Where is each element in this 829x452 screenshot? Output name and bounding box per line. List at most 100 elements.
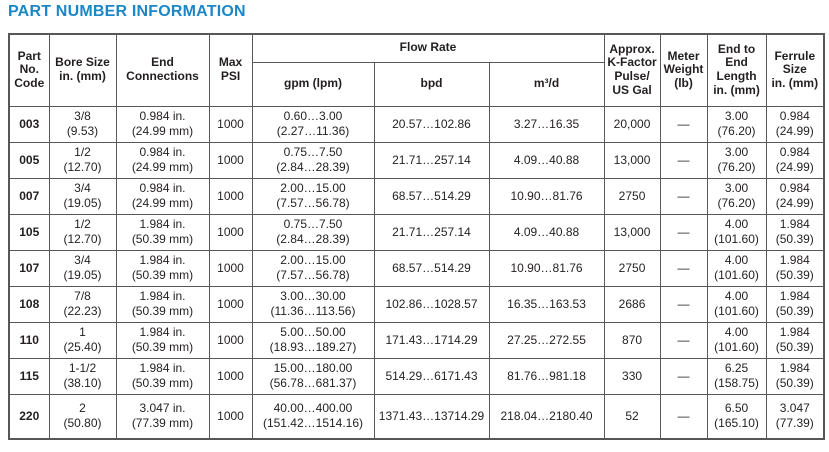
table-row: 108 7/8 (22.23) 1.984 in. (50.39 mm) 1000 3.…: [8, 285, 825, 323]
cell-end-connections: 1.984 in. (50.39 mm): [115, 357, 210, 395]
cell-meter-weight: —: [659, 321, 708, 359]
cell-end-to-end-length: 4.00 (101.60): [706, 321, 767, 359]
cell-ferrule-size: 0.984 (24.99): [765, 177, 825, 215]
cell-k-factor: 20,000: [603, 105, 661, 143]
cell-ferrule-size: 0.984 (24.99): [765, 141, 825, 179]
cell-meter-weight: —: [659, 105, 708, 143]
cell-gpm-lpm: 0.75…7.50 (2.84…28.39): [251, 213, 375, 251]
cell-ferrule-size: 1.984 (50.39): [765, 357, 825, 395]
cell-bore-size: 7/8 (22.23): [48, 285, 117, 323]
cell-m3d: 4.09…40.88: [488, 141, 605, 179]
cell-m3d: 3.27…16.35: [488, 105, 605, 143]
cell-gpm-lpm: 0.75…7.50 (2.84…28.39): [251, 141, 375, 179]
cell-end-connections: 0.984 in. (24.99 mm): [115, 141, 210, 179]
cell-part-code: 005: [8, 141, 50, 179]
cell-max-psi: 1000: [208, 393, 253, 440]
cell-gpm-lpm: 2.00…15.00 (7.57…56.78): [251, 177, 375, 215]
cell-meter-weight: —: [659, 177, 708, 215]
cell-part-code: 115: [8, 357, 50, 395]
cell-max-psi: 1000: [208, 321, 253, 359]
header-m3d: m³/d: [488, 61, 605, 107]
cell-m3d: 10.90…81.76: [488, 249, 605, 287]
table-row: 007 3/4 (19.05) 0.984 in. (24.99 mm) 1000 2.…: [8, 177, 825, 215]
cell-end-to-end-length: 3.00 (76.20): [706, 141, 767, 179]
cell-bore-size: 3/4 (19.05): [48, 177, 117, 215]
table-row: 220 2 (50.80) 3.047 in. (77.39 mm) 1000 40.0…: [8, 393, 825, 440]
cell-end-to-end-length: 6.50 (165.10): [706, 393, 767, 440]
header-k-factor: Approx. K-Factor Pulse/ US Gal: [603, 33, 661, 107]
header-max-psi: Max PSI: [208, 33, 253, 107]
cell-gpm-lpm: 0.60…3.00 (2.27…11.36): [251, 105, 375, 143]
cell-end-to-end-length: 4.00 (101.60): [706, 285, 767, 323]
table-row: 003 3/8 (9.53) 0.984 in. (24.99 mm) 1000 0.6…: [8, 105, 825, 143]
cell-bore-size: 2 (50.80): [48, 393, 117, 440]
cell-meter-weight: —: [659, 393, 708, 440]
cell-k-factor: 13,000: [603, 141, 661, 179]
cell-bpd: 20.57…102.86: [373, 105, 490, 143]
cell-bpd: 102.86…1028.57: [373, 285, 490, 323]
cell-part-code: 108: [8, 285, 50, 323]
cell-ferrule-size: 1.984 (50.39): [765, 321, 825, 359]
cell-meter-weight: —: [659, 213, 708, 251]
cell-k-factor: 13,000: [603, 213, 661, 251]
table-header: Part No. Code Bore Size in. (mm) End Con…: [8, 33, 825, 107]
cell-end-to-end-length: 6.25 (158.75): [706, 357, 767, 395]
cell-ferrule-size: 1.984 (50.39): [765, 249, 825, 287]
cell-ferrule-size: 1.984 (50.39): [765, 285, 825, 323]
header-row-group: Part No. Code Bore Size in. (mm) End Con…: [8, 33, 825, 107]
cell-part-code: 105: [8, 213, 50, 251]
cell-bpd: 21.71…257.14: [373, 213, 490, 251]
cell-end-connections: 1.984 in. (50.39 mm): [115, 249, 210, 287]
cell-m3d: 27.25…272.55: [488, 321, 605, 359]
cell-bore-size: 1/2 (12.70): [48, 213, 117, 251]
cell-end-connections: 3.047 in. (77.39 mm): [115, 393, 210, 440]
cell-bpd: 68.57…514.29: [373, 177, 490, 215]
header-end-connections: End Connections: [115, 33, 210, 107]
header-flow-rate-group: Flow Rate: [251, 33, 605, 63]
cell-max-psi: 1000: [208, 285, 253, 323]
header-bore-size: Bore Size in. (mm): [48, 33, 117, 107]
table-row: 107 3/4 (19.05) 1.984 in. (50.39 mm) 1000 2.…: [8, 249, 825, 287]
header-ferrule-size: Ferrule Size in. (mm): [765, 33, 825, 107]
cell-end-connections: 0.984 in. (24.99 mm): [115, 177, 210, 215]
cell-gpm-lpm: 3.00…30.00 (11.36…113.56): [251, 285, 375, 323]
cell-max-psi: 1000: [208, 213, 253, 251]
header-row-sub: gpm (lpm) bpd m³/d: [9, 61, 824, 107]
cell-k-factor: 2750: [603, 177, 661, 215]
cell-bore-size: 3/4 (19.05): [48, 249, 117, 287]
cell-m3d: 4.09…40.88: [488, 213, 605, 251]
cell-gpm-lpm: 2.00…15.00 (7.57…56.78): [251, 249, 375, 287]
table-row: 115 1-1/2 (38.10) 1.984 in. (50.39 mm) 1000…: [8, 357, 825, 395]
cell-bore-size: 1 (25.40): [48, 321, 117, 359]
cell-bore-size: 1-1/2 (38.10): [48, 357, 117, 395]
table-row: 005 1/2 (12.70) 0.984 in. (24.99 mm) 1000 0.…: [8, 141, 825, 179]
cell-bpd: 21.71…257.14: [373, 141, 490, 179]
cell-bpd: 1371.43…13714.29: [373, 393, 490, 440]
cell-end-connections: 1.984 in. (50.39 mm): [115, 213, 210, 251]
cell-max-psi: 1000: [208, 357, 253, 395]
cell-max-psi: 1000: [208, 105, 253, 143]
header-part-no-code: Part No. Code: [8, 33, 50, 107]
cell-end-to-end-length: 3.00 (76.20): [706, 105, 767, 143]
cell-ferrule-size: 3.047 (77.39): [765, 393, 825, 440]
cell-meter-weight: —: [659, 249, 708, 287]
cell-part-code: 007: [8, 177, 50, 215]
cell-part-code: 107: [8, 249, 50, 287]
cell-max-psi: 1000: [208, 141, 253, 179]
cell-part-code: 110: [8, 321, 50, 359]
part-number-table: Part No. Code Bore Size in. (mm) End Con…: [8, 33, 826, 440]
cell-max-psi: 1000: [208, 249, 253, 287]
cell-meter-weight: —: [659, 141, 708, 179]
cell-bore-size: 1/2 (12.70): [48, 141, 117, 179]
cell-m3d: 218.04…2180.40: [488, 393, 605, 440]
cell-k-factor: 52: [603, 393, 661, 440]
cell-end-connections: 0.984 in. (24.99 mm): [115, 105, 210, 143]
cell-bore-size: 3/8 (9.53): [48, 105, 117, 143]
cell-ferrule-size: 1.984 (50.39): [765, 213, 825, 251]
cell-k-factor: 2750: [603, 249, 661, 287]
header-end-to-end-length: End to End Length in. (mm): [706, 33, 767, 107]
cell-part-code: 003: [8, 105, 50, 143]
cell-m3d: 10.90…81.76: [488, 177, 605, 215]
cell-max-psi: 1000: [208, 177, 253, 215]
